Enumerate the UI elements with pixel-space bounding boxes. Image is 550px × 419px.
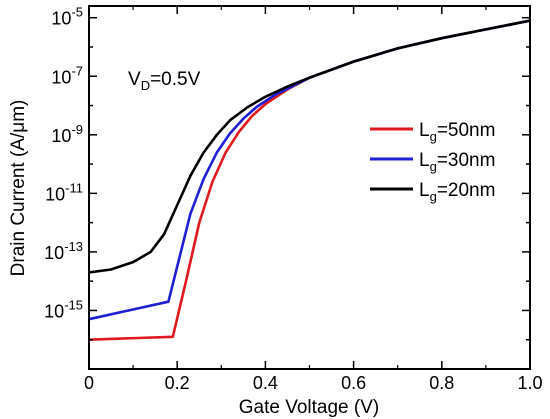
x-tick-label: 0 <box>84 373 94 393</box>
x-tick-label: 0.2 <box>165 373 190 393</box>
y-axis-title: Drain Current (A/μm) <box>8 100 29 277</box>
y-tick-label: 10-15 <box>44 297 83 321</box>
y-tick-label: 10-11 <box>45 180 83 204</box>
legend: Lg=50nm Lg=30nm Lg=20nm <box>370 120 495 204</box>
tick-labels-layer: 0 0.2 0.4 0.6 0.8 1.0 10-15 10-13 10-11 10-9 10-7 1… <box>44 5 542 393</box>
x-tick-label: 0.8 <box>429 373 454 393</box>
legend-label-3: Lg=20nm <box>419 180 495 204</box>
ticks-layer <box>88 6 531 370</box>
legend-label-1: Lg=50nm <box>419 120 495 144</box>
series-line-3 <box>88 19 531 274</box>
x-axis-title: Gate Voltage (V) <box>239 397 379 418</box>
x-tick-label: 0.4 <box>253 373 278 393</box>
y-tick-label: 10-5 <box>51 5 83 29</box>
bias-annotation: VD=0.5V <box>128 69 201 93</box>
series-layer <box>88 19 531 341</box>
x-tick-label: 1.0 <box>517 373 542 393</box>
y-tick-label: 10-7 <box>51 63 83 87</box>
y-tick-label: 10-9 <box>51 122 83 146</box>
y-tick-label: 10-13 <box>44 239 83 263</box>
x-tick-label: 0.6 <box>341 373 366 393</box>
legend-label-2: Lg=30nm <box>419 150 495 174</box>
